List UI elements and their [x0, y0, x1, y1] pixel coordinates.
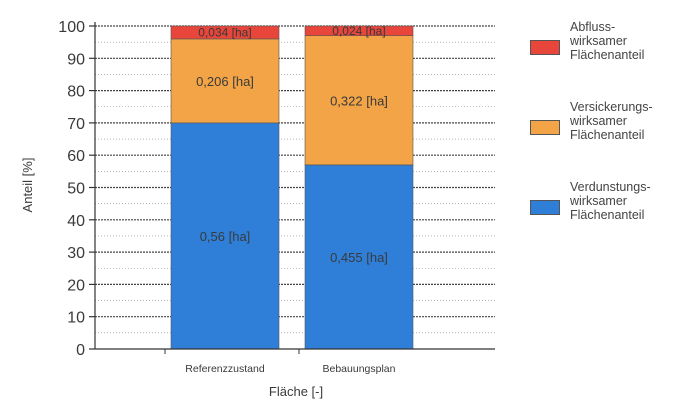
bar-segment	[170, 38, 280, 124]
y-tick-labels: 0 10 20 30 40 50 60 70 80 90 100	[58, 19, 95, 359]
bar-segment	[304, 164, 414, 350]
legend-swatch-verdunstung	[530, 200, 560, 215]
legend-swatch-versickerung	[530, 120, 560, 135]
bar-segment	[170, 122, 280, 350]
axes	[94, 22, 495, 350]
y-tick-label: 70	[67, 116, 85, 133]
bar-value-label: 0,56 [ha]	[200, 229, 251, 244]
y-tick-label: 10	[67, 310, 85, 327]
y-axis-label: Anteil [%]	[20, 158, 35, 213]
legend-label-abfluss: Abfluss- wirksamer Flächenanteil	[570, 20, 645, 62]
y-tick-label: 40	[67, 213, 85, 230]
bar-segment	[304, 35, 414, 166]
x-tick-label: Bebauungsplan	[323, 363, 396, 375]
y-tick-label: 90	[67, 51, 85, 68]
bar-segment	[170, 25, 280, 40]
x-tick-label: Referenzzustand	[185, 363, 265, 375]
x-axis-label: Fläche [-]	[269, 384, 323, 399]
y-tick-label: 20	[67, 277, 85, 294]
legend-item-versickerung: Versickerungs- wirksamer Flächenanteil	[530, 100, 685, 142]
legend-label-verdunstung: Verdunstungs- wirksamer Flächenanteil	[570, 180, 651, 222]
legend-item-verdunstung: Verdunstungs- wirksamer Flächenanteil	[530, 180, 685, 222]
y-tick-label: 60	[67, 148, 85, 165]
bar-segment	[304, 25, 414, 36]
legend-swatch-abfluss	[530, 40, 560, 55]
bar-value-label: 0,322 [ha]	[330, 93, 388, 108]
bar-value-label: 0,024 [ha]	[332, 24, 385, 38]
y-tick-label: 0	[76, 342, 85, 359]
legend-label-versickerung: Versickerungs- wirksamer Flächenanteil	[570, 100, 653, 142]
legend-item-abfluss: Abfluss- wirksamer Flächenanteil	[530, 20, 685, 62]
bar-value-label: 0,034 [ha]	[198, 25, 251, 39]
gridlines	[95, 25, 495, 334]
y-tick-label: 30	[67, 245, 85, 262]
bar-value-label: 0,455 [ha]	[330, 250, 388, 265]
y-tick-label: 80	[67, 84, 85, 101]
x-tick-labels: Referenzzustand Bebauungsplan	[164, 349, 396, 375]
bars: 0,56 [ha] 0,206 [ha] 0,034 [ha] 0,455 [ha] 0…	[170, 24, 414, 350]
bar-value-label: 0,206 [ha]	[196, 74, 254, 89]
y-tick-label: 100	[58, 19, 85, 36]
y-tick-label: 50	[67, 181, 85, 198]
